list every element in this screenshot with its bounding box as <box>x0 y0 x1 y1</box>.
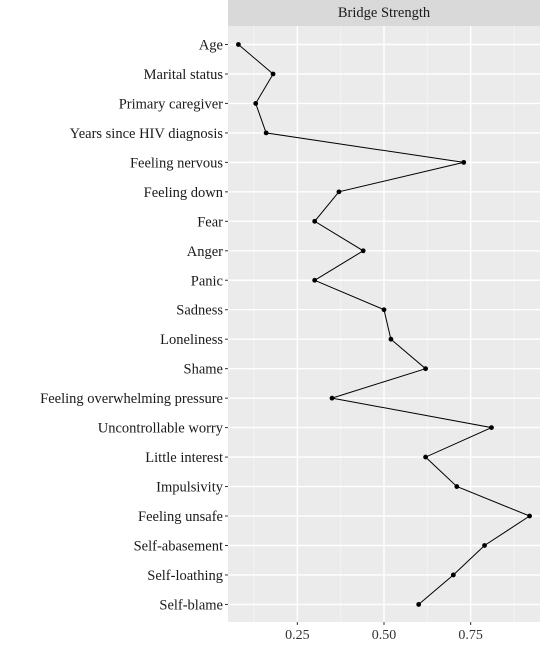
minor-gridlines <box>253 26 515 622</box>
x-axis-ticks <box>296 622 472 625</box>
data-point <box>236 42 241 47</box>
x-tick-label: 0.50 <box>372 628 397 643</box>
data-point <box>454 484 460 489</box>
y-tick-label: Self-abasement <box>134 538 223 554</box>
data-point <box>360 248 366 254</box>
data-point <box>263 130 269 136</box>
data-point <box>329 395 335 401</box>
data-point <box>461 159 467 165</box>
bridge-strength-line <box>238 44 531 605</box>
y-tick-label: Marital status <box>144 67 224 83</box>
y-tick-label: Little interest <box>145 450 223 466</box>
data-points <box>236 42 532 607</box>
y-tick-label: Self-loathing <box>147 568 223 584</box>
data-point <box>270 71 276 77</box>
y-tick-label: Feeling down <box>144 185 224 201</box>
x-tick-label: 0.25 <box>285 628 310 643</box>
strip-background <box>228 0 540 26</box>
y-tick-label: Uncontrollable worry <box>98 421 224 437</box>
y-tick-label: Sadness <box>176 303 223 319</box>
y-tick-label: Anger <box>187 244 223 260</box>
y-tick-label: Feeling overwhelming pressure <box>40 391 223 407</box>
y-axis-labels: Age Marital status Primary caregiver Years … <box>40 38 224 614</box>
y-axis-ticks <box>225 44 228 605</box>
data-point <box>450 572 456 578</box>
chart-title: Bridge Strength <box>338 5 431 21</box>
data-point <box>312 277 318 283</box>
y-tick-label: Age <box>199 38 223 54</box>
data-point <box>482 543 487 548</box>
y-tick-label: Years since HIV diagnosis <box>70 126 224 142</box>
y-tick-label: Feeling unsafe <box>138 509 223 525</box>
x-axis-labels: 0.25 0.50 0.75 <box>285 628 483 643</box>
y-tick-label: Fear <box>197 214 223 230</box>
major-gridlines <box>228 26 540 622</box>
y-tick-label: Panic <box>191 273 223 289</box>
y-tick-label: Impulsivity <box>156 480 224 496</box>
y-tick-label: Loneliness <box>160 332 223 348</box>
y-tick-label: Shame <box>184 362 223 378</box>
data-point <box>312 218 318 224</box>
x-tick-label: 0.75 <box>458 628 483 643</box>
y-tick-label: Primary caregiver <box>119 96 223 112</box>
y-tick-label: Self-blame <box>159 597 223 613</box>
data-point <box>489 425 494 431</box>
data-point <box>388 336 394 342</box>
data-point <box>416 602 422 607</box>
data-point <box>527 513 532 519</box>
data-point <box>336 189 342 195</box>
data-point <box>253 101 259 106</box>
y-tick-label: Feeling nervous <box>130 155 223 171</box>
data-point <box>423 366 428 372</box>
data-point <box>381 307 387 313</box>
data-point <box>423 454 428 460</box>
